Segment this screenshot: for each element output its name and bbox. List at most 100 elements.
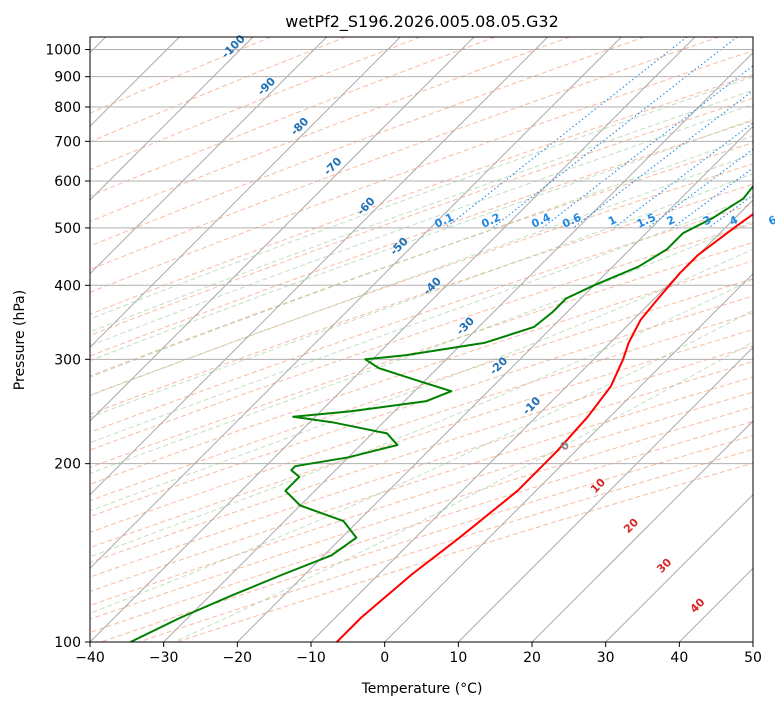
y-tick-label: 200: [54, 457, 81, 473]
dry-adiabat-label: -10: [520, 394, 543, 417]
dry-adiabat-line: [90, 74, 753, 315]
dry-adiabat-label: 20: [621, 516, 641, 536]
isotherm-line: [90, 37, 696, 642]
mixing-ratio-line: [613, 122, 753, 229]
dry-adiabat-line: [90, 37, 720, 271]
isotherm-line: [236, 125, 753, 642]
y-axis-ticks: 1000 900 800 700 600 500 400 300 200 100: [45, 43, 90, 651]
background-lines: [90, 37, 753, 642]
isotherm-line: [605, 493, 753, 642]
isotherm-line: [384, 272, 753, 642]
dry-adiabat-line: [90, 37, 570, 223]
isotherm-line: [90, 37, 475, 422]
x-axis-label: Temperature (°C): [361, 681, 483, 697]
y-tick-label: 100: [54, 635, 81, 651]
temperature-line: [336, 212, 753, 642]
moist-adiabat-line: [90, 76, 753, 320]
moist-adiabat-line: [90, 278, 753, 558]
y-tick-label: 1000: [45, 43, 81, 59]
isotherm-line: [163, 51, 753, 642]
x-tick-label: 40: [670, 650, 688, 666]
x-tick-label: 50: [744, 650, 762, 666]
moist-adiabat-line: [90, 103, 753, 347]
isotherm-line: [531, 420, 753, 642]
chart-title: wetPf2_S196.2026.005.08.05.G32: [285, 12, 559, 32]
dry-adiabat-label: 40: [688, 595, 708, 615]
pressure-gridlines: [90, 49, 753, 642]
dry-adiabat-line: [138, 448, 753, 642]
moist-adiabat-line: [90, 135, 753, 378]
dry-adiabat-line: [90, 142, 753, 377]
dry-adiabat-label: 30: [654, 555, 674, 575]
dry-adiabat-label: -90: [255, 75, 278, 98]
y-tick-label: 500: [54, 221, 81, 237]
moist-adiabat-line: [90, 118, 753, 362]
moist-adiabat-line: [90, 89, 753, 333]
mixing-ratio-line: [445, 37, 688, 229]
y-tick-label: 900: [54, 70, 81, 86]
dry-adiabat-line: [90, 97, 753, 336]
moist-adiabat-line: [173, 341, 753, 642]
x-tick-label: −20: [223, 650, 253, 666]
dry-adiabat-line: [90, 37, 645, 247]
dry-adiabat-label: -70: [321, 155, 344, 178]
x-tick-label: −40: [75, 650, 105, 666]
dry-adiabat-line: [90, 50, 753, 293]
mixing-ratio-label: 2: [665, 213, 677, 228]
dry-adiabat-label: -60: [354, 194, 377, 217]
dry-adiabat-line: [90, 312, 753, 533]
isotherm-line: [90, 37, 328, 275]
x-tick-label: −30: [149, 650, 179, 666]
x-tick-label: 30: [597, 650, 615, 666]
x-tick-label: 0: [380, 650, 389, 666]
dry-adiabat-line: [90, 37, 346, 143]
dry-adiabat-label: -40: [421, 274, 444, 297]
dry-adiabat-line: [90, 203, 753, 433]
dry-adiabat-label: -20: [487, 354, 510, 377]
x-axis-ticks: −40 −30 −20 −10 0 10 20 30 40 50: [75, 642, 762, 666]
dry-adiabat-line: [90, 361, 753, 578]
dry-adiabat-line: [90, 37, 421, 171]
isotherm-line: [752, 641, 753, 642]
dry-adiabat-line: [90, 345, 753, 564]
isotherm-line: [310, 199, 753, 642]
mixing-ratio-label: 1: [606, 213, 618, 228]
moist-adiabat-line: [90, 153, 753, 397]
dry-adiabat-label: -30: [454, 314, 477, 337]
dry-adiabat-line: [90, 37, 496, 197]
y-tick-label: 400: [54, 278, 81, 294]
y-tick-label: 700: [54, 134, 81, 150]
dewpoint-line: [130, 184, 753, 642]
dry-adiabat-label: -80: [288, 115, 311, 138]
dry-adiabat-line: [90, 163, 753, 396]
dry-adiabat-line: [90, 37, 272, 114]
mixing-ratio-line: [672, 167, 753, 229]
dry-adiabat-line: [90, 120, 753, 357]
isotherm-line: [457, 346, 753, 642]
dry-adiabat-line: [90, 391, 753, 607]
dry-adiabat-line: [177, 462, 753, 642]
moist-adiabat-line: [90, 173, 753, 418]
moist-adiabat-line: [90, 195, 753, 444]
dry-adiabat-line: [100, 434, 753, 642]
dry-adiabat-line: [90, 278, 753, 502]
isotherm-line: [678, 567, 753, 642]
isotherm-line: [90, 37, 622, 570]
dry-adiabat-line: [90, 328, 753, 549]
dry-adiabat-line: [90, 295, 753, 518]
mixing-ratio-line: [542, 65, 753, 229]
dry-adiabat-line: [90, 241, 753, 468]
x-tick-label: 10: [449, 650, 467, 666]
dry-adiabat-line: [90, 376, 753, 592]
y-tick-label: 800: [54, 100, 81, 116]
y-tick-label: 600: [54, 174, 81, 190]
isotherm-line: [90, 37, 549, 496]
plot-frame: [89, 36, 754, 643]
x-tick-label: 20: [523, 650, 541, 666]
x-tick-label: −10: [296, 650, 326, 666]
y-axis-label: Pressure (hPa): [12, 290, 28, 390]
isotherm-line: [90, 37, 401, 349]
y-tick-label: 300: [54, 352, 81, 368]
dry-adiabat-line: [90, 260, 753, 485]
